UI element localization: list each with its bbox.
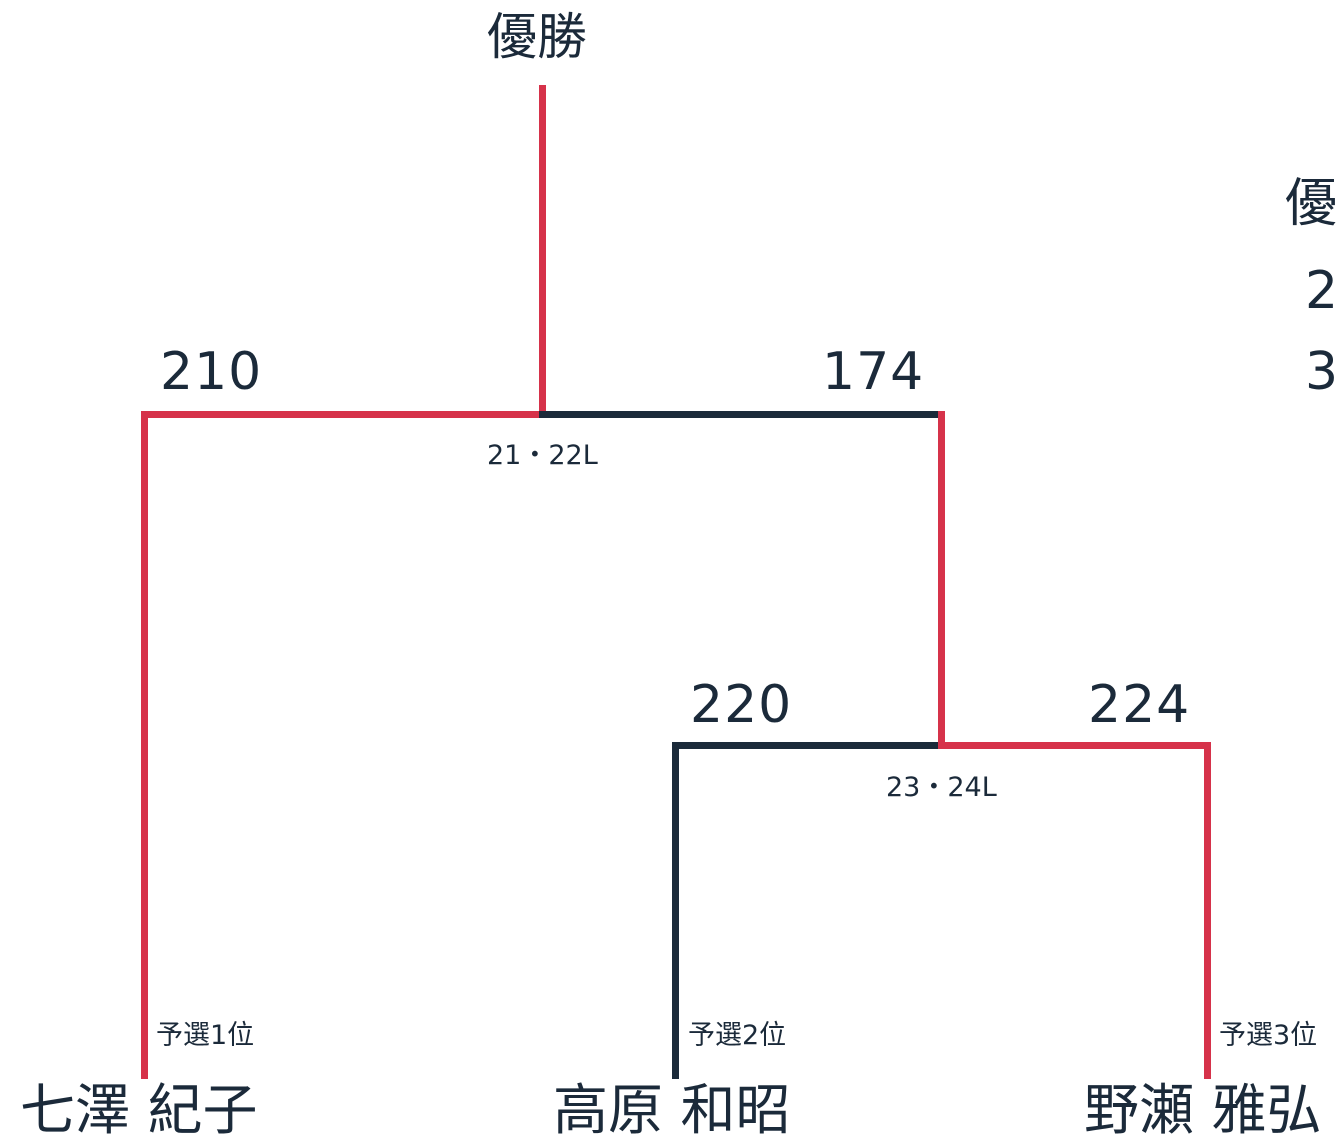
- player1-name: 七澤 紀子: [20, 1078, 258, 1142]
- semifinal-lanes: 23・24L: [886, 772, 997, 803]
- player2-vertical: [672, 742, 679, 1079]
- final-right-score: 174: [822, 342, 925, 402]
- final-left-score: 210: [160, 342, 263, 402]
- player3-seed: 予選3位: [1219, 1020, 1318, 1051]
- player2-seed: 予選2位: [688, 1020, 787, 1051]
- side-panel-line-1: 優: [1285, 174, 1338, 234]
- semifinal-left-horizontal: [672, 742, 945, 749]
- semifinal-left-score: 220: [690, 675, 793, 735]
- player3-name: 野瀬 雅弘: [1084, 1078, 1322, 1142]
- semifinal-right-horizontal: [938, 742, 1211, 749]
- semifinal-winner-vertical: [938, 411, 945, 748]
- side-panel-line-3: 3: [1305, 342, 1339, 402]
- player2-name: 高原 和昭: [553, 1078, 791, 1142]
- final-left-horizontal: [141, 411, 543, 418]
- semifinal-right-score: 224: [1088, 675, 1191, 735]
- final-right-horizontal: [539, 411, 945, 418]
- player3-vertical: [1204, 742, 1211, 1079]
- champion-label: 優勝: [487, 8, 587, 66]
- champion-line: [539, 85, 546, 417]
- side-panel-line-2: 2: [1305, 261, 1339, 321]
- final-lanes: 21・22L: [487, 440, 598, 471]
- player1-vertical: [141, 411, 148, 1079]
- player1-seed: 予選1位: [156, 1020, 255, 1051]
